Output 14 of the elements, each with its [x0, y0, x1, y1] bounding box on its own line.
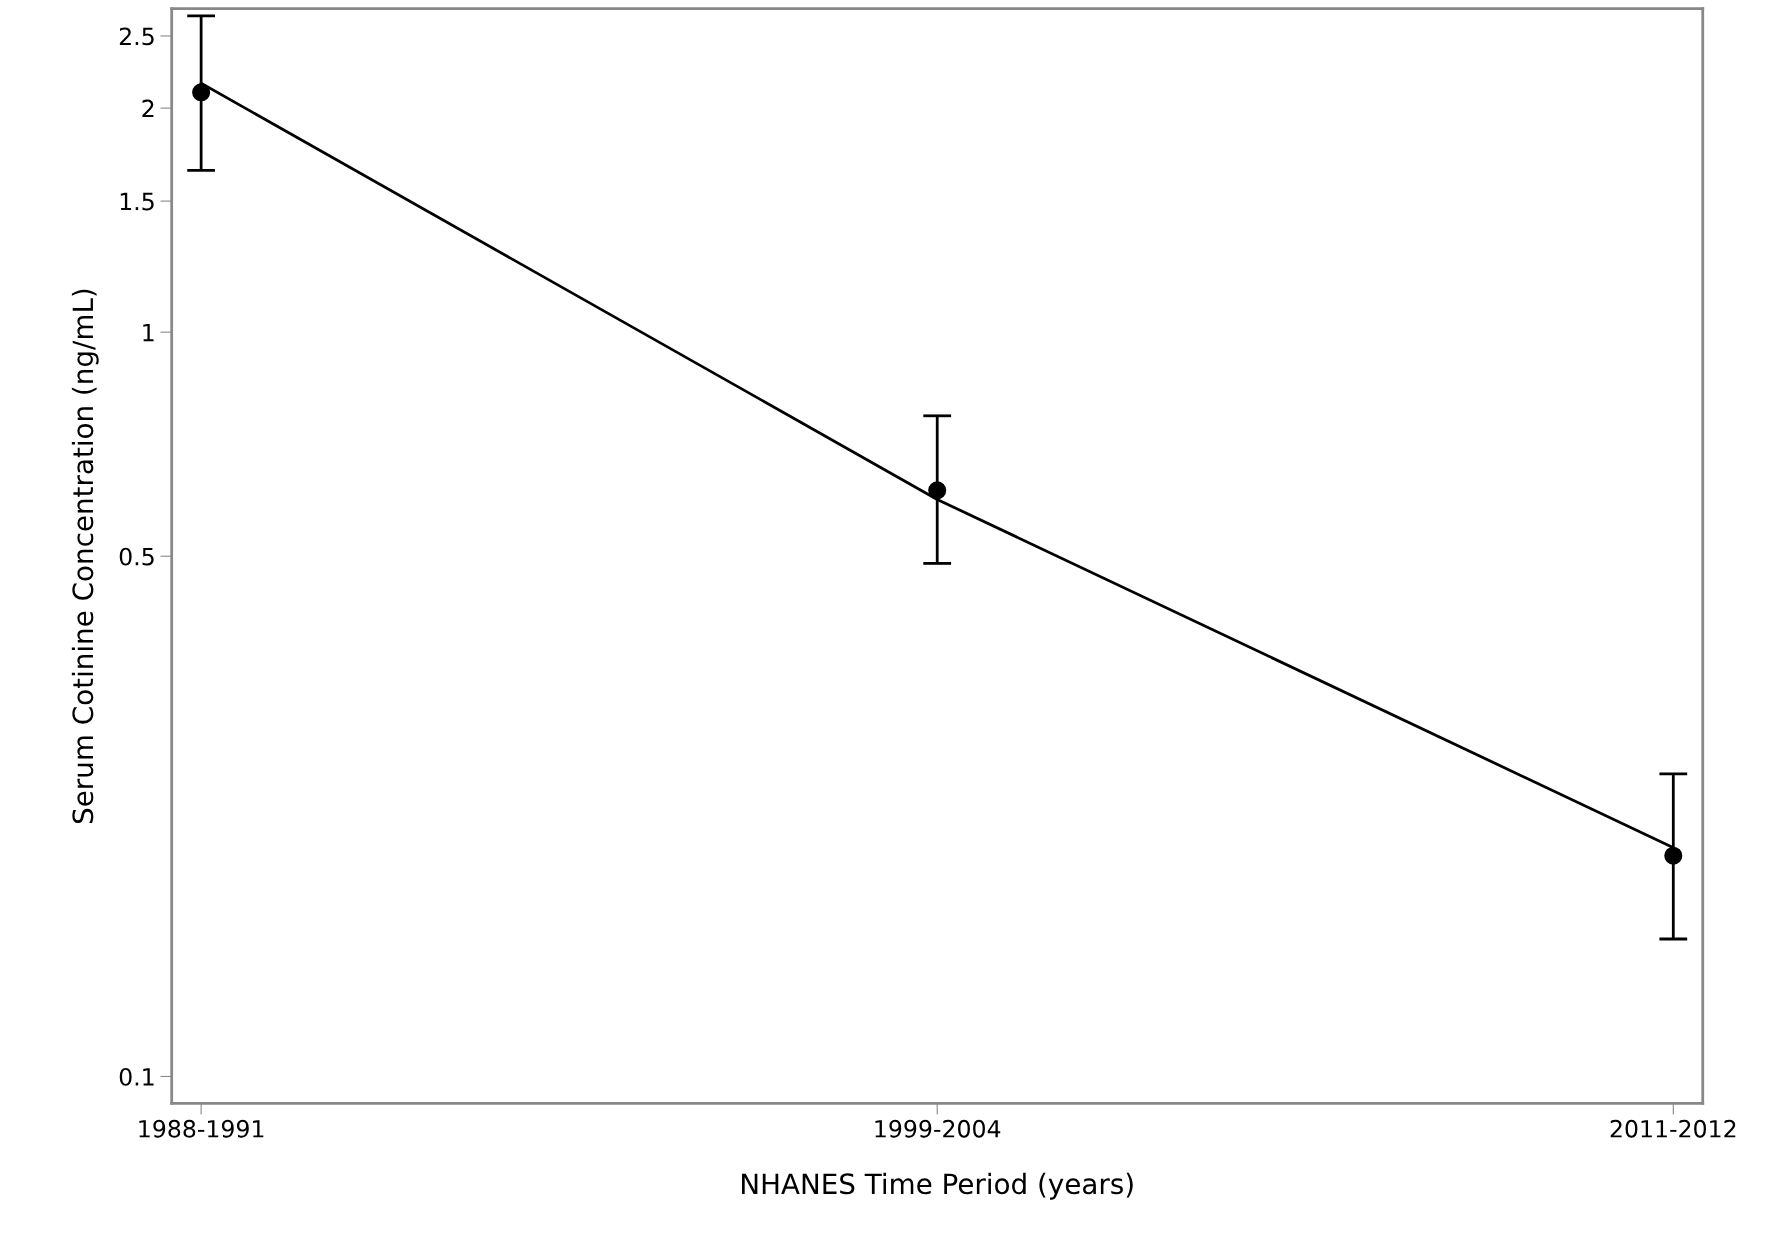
x-tick-label: 1988-1991	[139, 1119, 264, 1138]
point	[1664, 846, 1683, 865]
y-tick-label: 2	[142, 99, 154, 118]
x-axis-title: NHANES Time Period (years)	[742, 1172, 1133, 1200]
y-tick-label: 1	[143, 323, 154, 342]
y-tick-label: 0.1	[119, 1067, 154, 1086]
point	[192, 83, 211, 102]
x-tick-label: 1999-2004	[875, 1119, 1001, 1138]
y-tick-label: 2.5	[119, 27, 154, 46]
y-tick-label: 1.5	[120, 192, 154, 211]
y-tick-label: 0.5	[119, 547, 154, 566]
y-axis-title: Serum Cotinine Concentration (ng/mL)	[71, 289, 99, 824]
point	[928, 481, 947, 500]
x-tick-label: 2011-2012	[1610, 1119, 1736, 1138]
